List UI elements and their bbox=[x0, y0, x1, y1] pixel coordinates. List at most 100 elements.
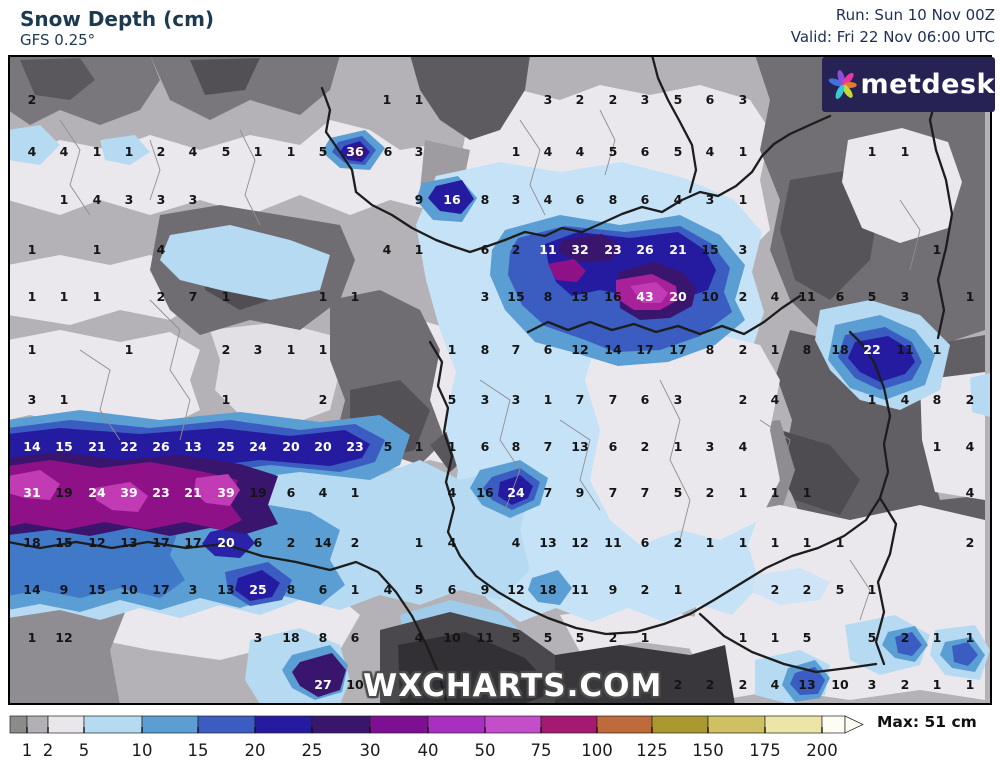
grid-number: 6 bbox=[640, 534, 650, 550]
grid-number: 7 bbox=[511, 341, 521, 357]
grid-number: 6 bbox=[640, 391, 650, 407]
grid-number: 3 bbox=[188, 191, 198, 207]
grid-number: 15 bbox=[55, 438, 73, 454]
grid-number: 2 bbox=[900, 629, 910, 645]
grid-number: 7 bbox=[543, 484, 553, 500]
grid-number: 4 bbox=[92, 191, 102, 207]
grid-number: 4 bbox=[188, 143, 198, 159]
grid-number: 12 bbox=[571, 341, 589, 357]
grid-number: 25 bbox=[217, 438, 235, 454]
grid-number: 1 bbox=[286, 341, 296, 357]
grid-number: 1 bbox=[350, 581, 360, 597]
grid-number: 16 bbox=[476, 484, 494, 500]
model-subtitle: GFS 0.25° bbox=[20, 31, 96, 49]
grid-number: 16 bbox=[604, 288, 622, 304]
grid-number: 1 bbox=[673, 438, 683, 454]
grid-number: 3 bbox=[188, 581, 198, 597]
grid-number: 43 bbox=[636, 288, 654, 304]
grid-number: 5 bbox=[867, 288, 877, 304]
grid-number: 6 bbox=[318, 581, 328, 597]
grid-number: 19 bbox=[249, 484, 267, 500]
grid-number: 2 bbox=[705, 676, 715, 692]
grid-number: 12 bbox=[571, 534, 589, 550]
grid-number: 2 bbox=[640, 676, 650, 692]
grid-number: 14 bbox=[23, 581, 41, 597]
grid-number: 1 bbox=[770, 484, 780, 500]
legend-tick-label: 25 bbox=[302, 741, 323, 760]
grid-number: 3 bbox=[738, 241, 748, 257]
grid-number: 6 bbox=[480, 241, 490, 257]
grid-number: 26 bbox=[636, 241, 654, 257]
grid-number: 13 bbox=[217, 581, 235, 597]
grid-number: 8 bbox=[511, 438, 521, 454]
grid-number: 21 bbox=[184, 484, 202, 500]
legend-tick-label: 30 bbox=[360, 741, 381, 760]
grid-number: 7 bbox=[640, 484, 650, 500]
grid-number: 1 bbox=[414, 91, 424, 107]
grid-number: 1 bbox=[932, 676, 942, 692]
grid-number: 4 bbox=[705, 143, 715, 159]
grid-number: 4 bbox=[900, 391, 910, 407]
grid-number: 1 bbox=[511, 143, 521, 159]
grid-number: 27 bbox=[314, 676, 332, 692]
grid-number: 2 bbox=[802, 581, 812, 597]
grid-number: 5 bbox=[447, 391, 457, 407]
grid-numbers-layer: 2 1 1 3 2 2 3 5 6 3 4 4 1 1 2 4 5 1 1 5 36 6 3 1 4 4 5 6 5 4 1 1 1 1 4 3 3 3 9… bbox=[8, 55, 992, 705]
grid-number: 2 bbox=[511, 241, 521, 257]
grid-number: 17 bbox=[184, 534, 202, 550]
grid-number: 5 bbox=[835, 581, 845, 597]
grid-number: 2 bbox=[608, 91, 618, 107]
grid-number: 2 bbox=[738, 288, 748, 304]
grid-number: 3 bbox=[156, 191, 166, 207]
legend-tick-label: 200 bbox=[806, 741, 838, 760]
grid-number: 1 bbox=[932, 341, 942, 357]
grid-number: 25 bbox=[249, 581, 267, 597]
grid-number: 2 bbox=[900, 676, 910, 692]
grid-number: 5 bbox=[673, 143, 683, 159]
grid-number: 4 bbox=[511, 534, 521, 550]
grid-number: 4 bbox=[673, 191, 683, 207]
grid-number: 2 bbox=[673, 676, 683, 692]
grid-number: 6 bbox=[447, 581, 457, 597]
grid-number: 4 bbox=[738, 438, 748, 454]
grid-number: 2 bbox=[738, 391, 748, 407]
grid-number: 1 bbox=[738, 629, 748, 645]
grid-number: 22 bbox=[863, 341, 881, 357]
grid-number: 11 bbox=[604, 534, 622, 550]
grid-number: 3 bbox=[640, 91, 650, 107]
grid-number: 39 bbox=[217, 484, 235, 500]
grid-number: 3 bbox=[900, 288, 910, 304]
grid-number: 6 bbox=[480, 438, 490, 454]
grid-number: 1 bbox=[770, 534, 780, 550]
grid-number: 6 bbox=[350, 629, 360, 645]
map-area: 2 1 1 3 2 2 3 5 6 3 4 4 1 1 2 4 5 1 1 5 36 6 3 1 4 4 5 6 5 4 1 1 1 1 4 3 3 3 9… bbox=[8, 55, 995, 705]
grid-number: 5 bbox=[575, 629, 585, 645]
grid-number: 14 bbox=[314, 534, 332, 550]
grid-number: 2 bbox=[965, 391, 975, 407]
grid-number: 2 bbox=[27, 91, 37, 107]
grid-number: 3 bbox=[480, 288, 490, 304]
grid-number: 10 bbox=[831, 676, 849, 692]
grid-number: 11 bbox=[571, 581, 589, 597]
grid-number: 5 bbox=[414, 581, 424, 597]
grid-number: 1 bbox=[27, 241, 37, 257]
grid-number: 1 bbox=[27, 288, 37, 304]
grid-number: 5 bbox=[867, 629, 877, 645]
grid-number: 13 bbox=[539, 534, 557, 550]
grid-number: 5 bbox=[221, 143, 231, 159]
grid-number: 11 bbox=[896, 341, 914, 357]
grid-number: 1 bbox=[414, 438, 424, 454]
country-borders bbox=[8, 55, 954, 702]
watermark: WXCHARTS.COM bbox=[363, 668, 663, 704]
grid-number: 13 bbox=[571, 438, 589, 454]
grid-number: 18 bbox=[23, 534, 41, 550]
grid-number: 11 bbox=[476, 629, 494, 645]
grid-number: 1 bbox=[802, 534, 812, 550]
grid-number: 3 bbox=[511, 391, 521, 407]
grid-number: 20 bbox=[282, 438, 300, 454]
grid-number: 1 bbox=[318, 341, 328, 357]
grid-number: 20 bbox=[217, 534, 235, 550]
grid-number: 4 bbox=[770, 676, 780, 692]
grid-number: 1 bbox=[867, 581, 877, 597]
grid-number: 1 bbox=[92, 143, 102, 159]
